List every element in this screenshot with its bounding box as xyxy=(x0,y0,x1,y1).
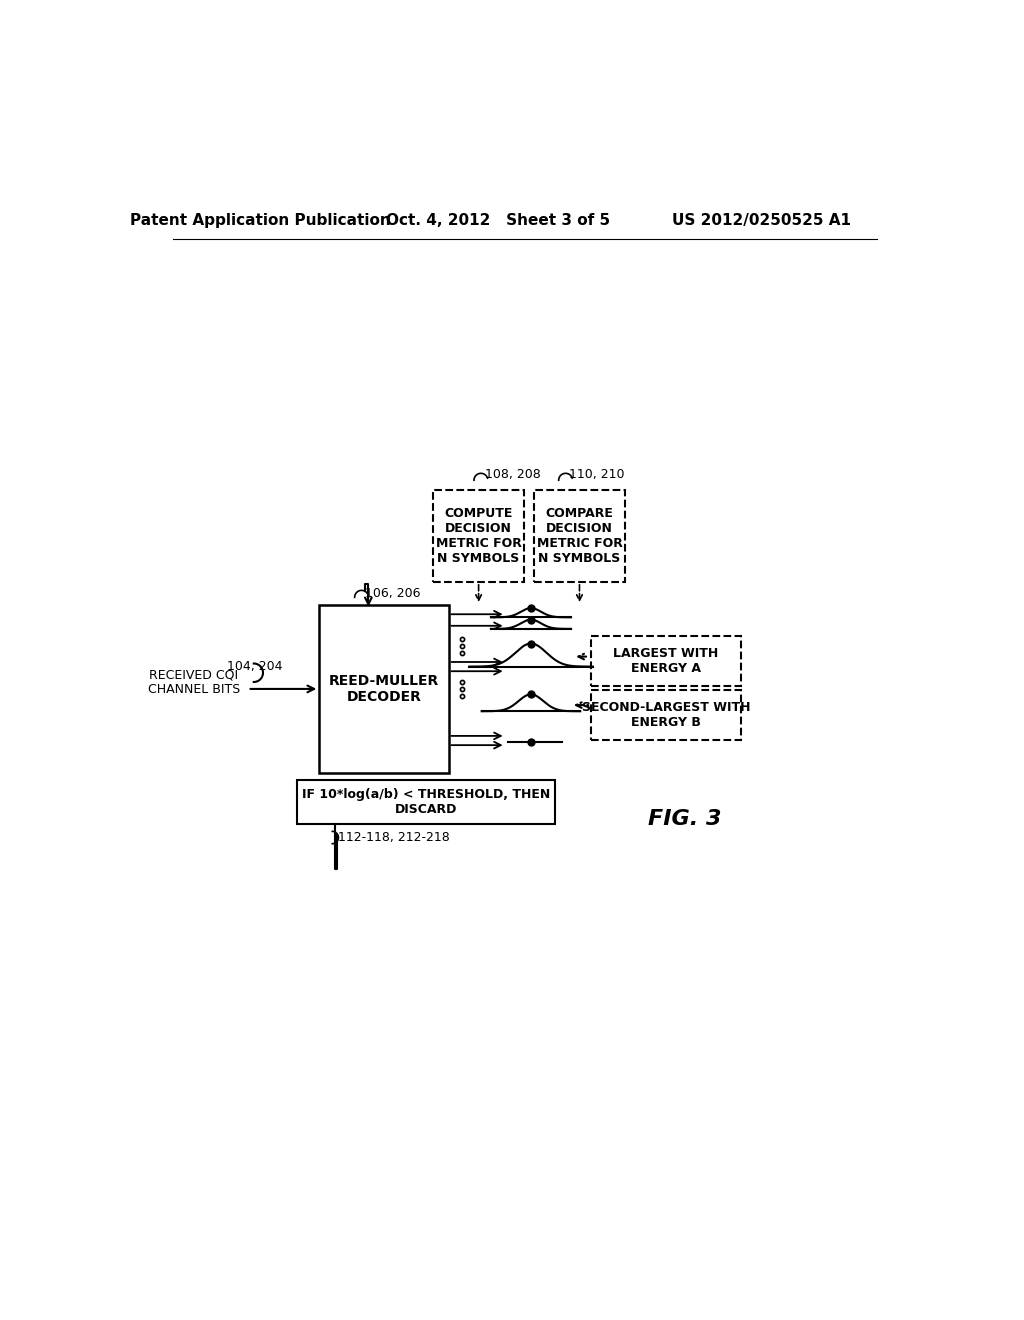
Bar xyxy=(319,605,449,774)
Text: 104, 204: 104, 204 xyxy=(226,660,283,673)
Bar xyxy=(433,490,524,582)
Text: 112-118, 212-218: 112-118, 212-218 xyxy=(339,832,451,843)
Text: FIG. 3: FIG. 3 xyxy=(648,809,722,829)
Bar xyxy=(591,689,741,739)
Text: COMPUTE
DECISION
METRIC FOR
N SYMBOLS: COMPUTE DECISION METRIC FOR N SYMBOLS xyxy=(435,507,521,565)
Text: REED-MULLER
DECODER: REED-MULLER DECODER xyxy=(329,673,439,704)
Bar xyxy=(297,780,555,825)
Text: Patent Application Publication: Patent Application Publication xyxy=(130,213,390,227)
Text: SECOND-LARGEST WITH
ENERGY B: SECOND-LARGEST WITH ENERGY B xyxy=(582,701,751,729)
Text: RECEIVED CQI
CHANNEL BITS: RECEIVED CQI CHANNEL BITS xyxy=(147,668,240,696)
Text: 108, 208: 108, 208 xyxy=(484,467,541,480)
Text: US 2012/0250525 A1: US 2012/0250525 A1 xyxy=(673,213,852,227)
Bar xyxy=(535,490,625,582)
Text: 106, 206: 106, 206 xyxy=(366,587,421,601)
Text: LARGEST WITH
ENERGY A: LARGEST WITH ENERGY A xyxy=(613,647,719,675)
Text: IF 10*log(a/b) < THRESHOLD, THEN
DISCARD: IF 10*log(a/b) < THRESHOLD, THEN DISCARD xyxy=(302,788,550,816)
Text: 110, 210: 110, 210 xyxy=(569,467,625,480)
Text: COMPARE
DECISION
METRIC FOR
N SYMBOLS: COMPARE DECISION METRIC FOR N SYMBOLS xyxy=(537,507,623,565)
Bar xyxy=(591,636,741,686)
Text: Oct. 4, 2012   Sheet 3 of 5: Oct. 4, 2012 Sheet 3 of 5 xyxy=(386,213,610,227)
